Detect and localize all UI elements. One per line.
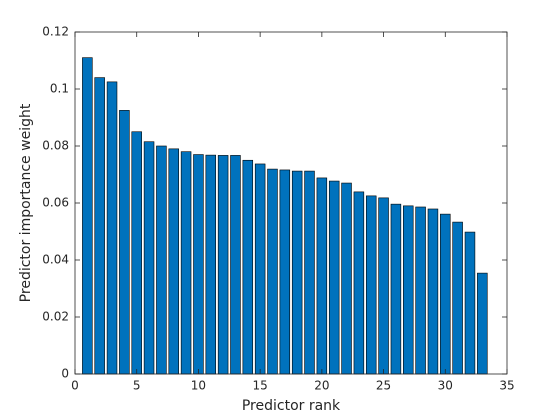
bar — [193, 154, 204, 375]
bar — [217, 155, 229, 375]
x-tick-label: 30 — [438, 379, 453, 393]
bar — [316, 177, 328, 375]
x-axis-label: Predictor rank — [242, 398, 341, 414]
bar — [119, 110, 130, 375]
bar — [254, 163, 266, 375]
bar — [279, 169, 291, 375]
y-tick-label: 0.06 — [42, 196, 69, 210]
bar — [464, 231, 476, 375]
bar — [477, 272, 488, 375]
bar — [341, 182, 352, 375]
bar — [415, 206, 426, 375]
bar — [267, 168, 278, 375]
x-tick-label: 20 — [314, 379, 329, 393]
bar — [403, 205, 414, 375]
bar — [440, 213, 451, 375]
y-tick-label: 0.1 — [50, 82, 69, 96]
bar — [168, 148, 179, 375]
bar — [143, 141, 155, 375]
bar — [365, 195, 377, 375]
bar — [180, 151, 192, 375]
y-tick-label: 0 — [61, 367, 69, 381]
x-tick-label: 10 — [191, 379, 206, 393]
y-tick-label: 0.04 — [42, 253, 69, 267]
bar — [242, 159, 254, 375]
bar — [427, 208, 439, 375]
x-tick-label: 25 — [376, 379, 391, 393]
bar — [452, 221, 463, 375]
bar — [131, 131, 142, 375]
bar — [156, 145, 167, 375]
bar — [304, 170, 315, 375]
x-tick-label: 35 — [499, 379, 514, 393]
y-tick-label: 0.12 — [42, 25, 69, 39]
bar — [328, 180, 340, 375]
x-tick-label: 0 — [71, 379, 79, 393]
bar — [378, 197, 389, 375]
x-tick-label: 5 — [133, 379, 141, 393]
y-tick-label: 0.08 — [42, 139, 69, 153]
x-tick-label: 15 — [253, 379, 268, 393]
y-tick-label: 0.02 — [42, 310, 69, 324]
bar — [94, 77, 105, 375]
bar — [230, 155, 241, 375]
bar — [106, 81, 118, 375]
bar — [291, 170, 303, 375]
bar — [353, 191, 365, 375]
bar — [82, 57, 93, 375]
bar — [205, 154, 217, 375]
bar — [390, 203, 402, 375]
y-axis-label: Predictor importance weight — [18, 103, 34, 302]
